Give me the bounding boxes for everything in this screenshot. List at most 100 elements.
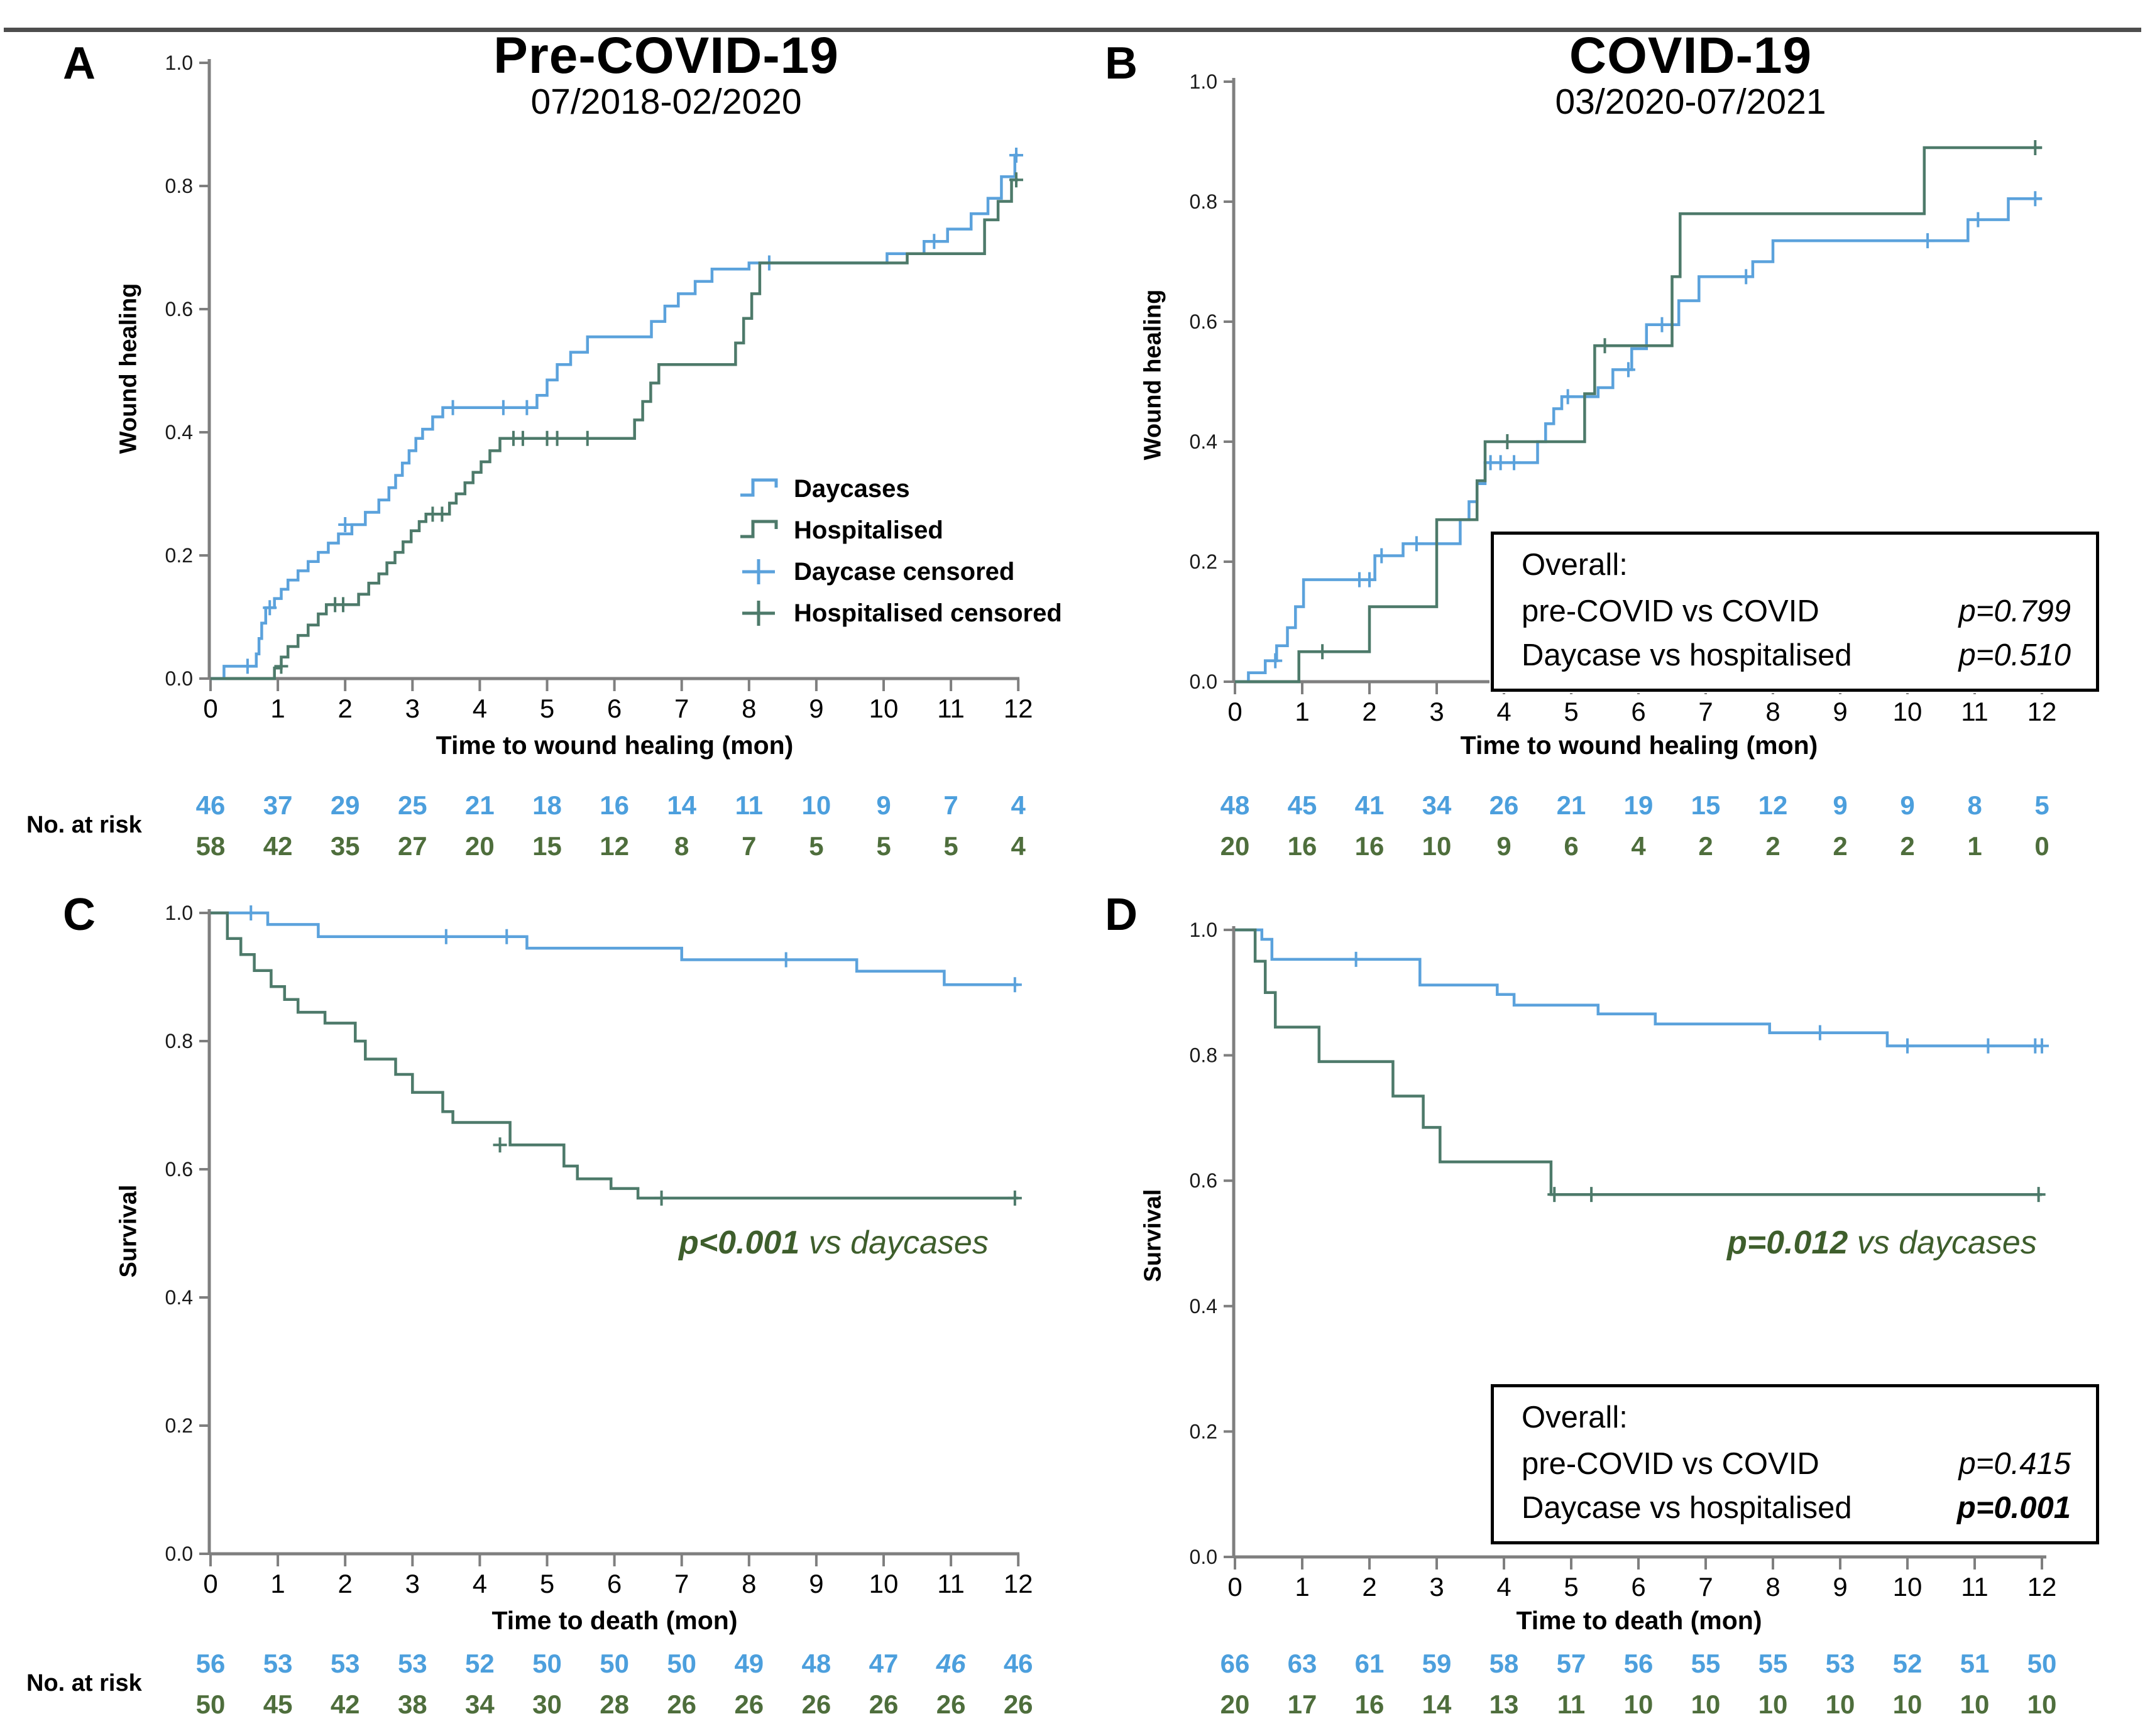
panel-b-subtitle: 03/2020-07/2021 <box>1555 82 1826 122</box>
x-tick-label: 8 <box>742 1569 756 1598</box>
hospitalised-censored-mark <box>274 658 288 674</box>
daycases-censored-mark <box>496 400 510 415</box>
at-risk-count: 16 <box>1355 1690 1385 1719</box>
at-risk-count: 58 <box>1489 1649 1519 1678</box>
panel-a-subtitle: 07/2018-02/2020 <box>530 82 802 122</box>
legend-item-hospitalised: Hospitalised <box>738 514 1062 547</box>
p-value-bold: p=0.012 <box>1727 1225 1848 1261</box>
comparison-label: Daycase vs hospitalised <box>1522 1490 1852 1525</box>
at-risk-count: 15 <box>532 831 562 861</box>
hospitalised-curve <box>1235 928 2042 1196</box>
daycases-censored-mark <box>1374 548 1389 564</box>
stats-row: pre-COVID vs COVID p=0.415 <box>1522 1443 2071 1487</box>
daycases-censored-mark <box>1739 269 1753 285</box>
stats-row: Daycase vs hospitalised p=0.510 <box>1522 634 2071 678</box>
hospitalised-censored-mark <box>550 430 564 446</box>
x-tick-label: 0 <box>203 1569 217 1598</box>
x-tick-label: 11 <box>937 694 965 723</box>
x-tick-label: 6 <box>607 1569 622 1598</box>
hospitalised-curve <box>1235 146 2042 684</box>
hospitalised-censored-mark <box>1007 1190 1022 1206</box>
panel-a-header: Pre-COVID-19 07/2018-02/2020 <box>352 30 980 123</box>
at-risk-count: 52 <box>465 1649 495 1678</box>
at-risk-count: 50 <box>667 1649 696 1678</box>
at-risk-count: 26 <box>869 1690 899 1719</box>
p-value: p=0.799 <box>1958 594 2071 628</box>
at-risk-count: 53 <box>1826 1649 1855 1678</box>
x-tick-label: 5 <box>540 1569 554 1598</box>
at-risk-count: 16 <box>1288 831 1317 861</box>
x-tick-label: 3 <box>405 1569 420 1598</box>
at-risk-count: 59 <box>1422 1649 1452 1678</box>
at-risk-count: 46 <box>1004 1649 1033 1678</box>
x-tick-label: 0 <box>1227 697 1242 726</box>
at-risk-count: 10 <box>1758 1690 1788 1719</box>
x-tick-label: 6 <box>607 694 622 723</box>
panel-a-title: Pre-COVID-19 <box>493 27 839 84</box>
at-risk-count: 14 <box>1422 1690 1452 1719</box>
at-risk-count: 35 <box>331 831 360 861</box>
x-tick-label: 9 <box>1833 697 1847 726</box>
hospitalised-censored-mark <box>1598 338 1612 354</box>
at-risk-count: 53 <box>263 1649 293 1678</box>
x-tick-label: 4 <box>1496 1572 1511 1602</box>
x-tick-label: 1 <box>1295 1572 1309 1602</box>
daycases-curve <box>1235 928 2042 1047</box>
p-value: p=0.001 <box>1956 1490 2071 1525</box>
x-tick-label: 5 <box>1564 1572 1578 1602</box>
x-tick-label: 9 <box>1833 1572 1847 1602</box>
hospitalised-censored-mark <box>1500 434 1515 449</box>
at-risk-count: 28 <box>600 1690 629 1719</box>
legend-item-label: Daycase censored <box>794 557 1015 586</box>
at-risk-count: 26 <box>1004 1690 1033 1719</box>
panel-b-x-axis-title: Time to wound healing (mon) <box>1460 731 1818 760</box>
at-risk-count: 12 <box>600 831 629 861</box>
x-tick-label: 4 <box>1496 697 1511 726</box>
hospitalised-censored-mark <box>1315 644 1330 660</box>
at-risk-count: 48 <box>1221 790 1250 820</box>
at-risk-count: 0 <box>2034 831 2049 861</box>
at-risk-count: 50 <box>196 1690 226 1719</box>
x-tick-label: 1 <box>270 694 285 723</box>
at-risk-count: 26 <box>667 1690 696 1719</box>
hospitalised-step-line-icon <box>740 520 778 538</box>
stats-row: Daycase vs hospitalised p=0.001 <box>1522 1487 2071 1531</box>
x-tick-label: 2 <box>338 1569 353 1598</box>
at-risk-count: 5 <box>809 831 823 861</box>
hospitalised-censored-mark <box>336 597 350 613</box>
at-risk-count: 58 <box>196 831 226 861</box>
x-tick-label: 10 <box>869 694 899 723</box>
at-risk-count: 10 <box>1960 1690 1990 1719</box>
y-tick-label: 0.0 <box>165 1542 193 1565</box>
at-risk-count: 13 <box>1489 1690 1519 1719</box>
hospitalised-censored-mark <box>2031 1187 2046 1203</box>
overall-stats-box-b: Overall: pre-COVID vs COVID p=0.799 Dayc… <box>1491 532 2099 692</box>
p-value: p=0.510 <box>1958 638 2071 672</box>
panel-b-letter: B <box>1105 38 1138 89</box>
at-risk-count: 49 <box>734 1649 764 1678</box>
at-risk-count: 2 <box>1900 831 1914 861</box>
daycases-censored-mark <box>1009 148 1023 163</box>
x-tick-label: 12 <box>2027 1572 2057 1602</box>
legend-item-daycases: Daycases <box>738 472 1062 505</box>
at-risk-count: 10 <box>1624 1690 1654 1719</box>
at-risk-count: 5 <box>2034 790 2049 820</box>
y-tick-label: 0.8 <box>1190 190 1217 213</box>
at-risk-count: 29 <box>331 790 360 820</box>
x-tick-label: 6 <box>1631 1572 1645 1602</box>
at-risk-count: 19 <box>1624 790 1654 820</box>
at-risk-count: 5 <box>943 831 958 861</box>
at-risk-count: 42 <box>331 1690 360 1719</box>
hospitalised-censored-plus-icon <box>742 601 775 626</box>
daycases-censored-mark <box>1813 1025 1827 1040</box>
y-tick-label: 0.4 <box>165 1286 193 1309</box>
daycases-censored-mark <box>779 952 793 968</box>
stats-row: pre-COVID vs COVID p=0.799 <box>1522 590 2071 634</box>
x-tick-label: 12 <box>2027 697 2057 726</box>
x-tick-label: 12 <box>1004 694 1033 723</box>
at-risk-count: 41 <box>1355 790 1385 820</box>
daycases-censored-mark <box>2028 191 2043 207</box>
x-tick-label: 5 <box>540 694 554 723</box>
at-risk-count: 17 <box>1288 1690 1317 1719</box>
